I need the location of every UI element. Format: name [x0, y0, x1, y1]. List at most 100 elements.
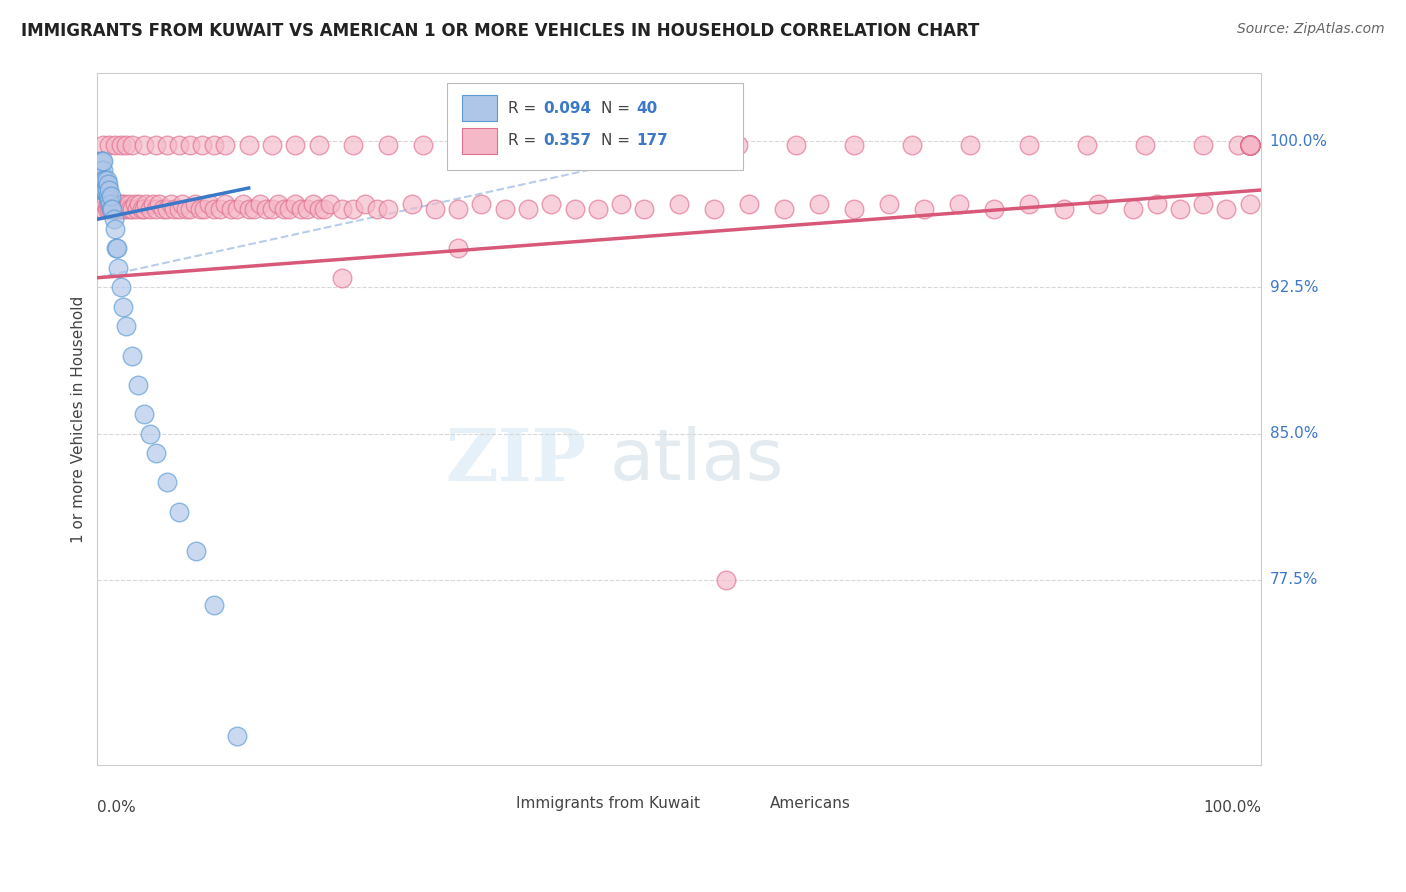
Text: atlas: atlas — [610, 426, 785, 495]
Text: 0.094: 0.094 — [543, 101, 592, 116]
Point — [101, 196, 124, 211]
Point — [238, 202, 260, 217]
Point — [1239, 138, 1261, 153]
Point — [842, 138, 865, 153]
Point — [1133, 138, 1156, 153]
FancyBboxPatch shape — [447, 83, 744, 169]
Point — [111, 202, 134, 217]
Point — [132, 138, 155, 153]
Text: Source: ZipAtlas.com: Source: ZipAtlas.com — [1237, 22, 1385, 37]
Point — [91, 183, 114, 197]
Point — [138, 426, 160, 441]
Point — [1239, 138, 1261, 153]
Point — [1052, 202, 1074, 217]
Point — [94, 196, 117, 211]
Point — [243, 202, 266, 217]
Point — [586, 202, 609, 217]
Point — [1239, 138, 1261, 153]
Point — [330, 202, 353, 217]
Point — [110, 138, 132, 153]
Point — [301, 196, 323, 211]
Point — [948, 196, 970, 211]
Text: 85.0%: 85.0% — [1270, 426, 1317, 442]
Point — [105, 242, 128, 256]
Point — [93, 173, 115, 187]
Point — [1239, 138, 1261, 153]
Point — [163, 202, 186, 217]
Point — [1239, 138, 1261, 153]
Point — [191, 138, 214, 153]
Point — [135, 196, 157, 211]
Point — [91, 153, 114, 168]
Point — [1239, 138, 1261, 153]
Point — [110, 280, 132, 294]
Point — [174, 202, 197, 217]
Point — [319, 196, 342, 211]
Point — [564, 202, 586, 217]
Point — [186, 543, 208, 558]
Point — [202, 202, 225, 217]
Point — [105, 196, 128, 211]
Point — [115, 202, 138, 217]
Text: 100.0%: 100.0% — [1204, 800, 1261, 814]
Point — [193, 202, 215, 217]
Point — [842, 202, 865, 217]
Point — [727, 138, 749, 153]
Point — [901, 138, 924, 153]
Point — [1239, 138, 1261, 153]
Point — [1239, 138, 1261, 153]
Point — [121, 138, 143, 153]
Point — [198, 196, 221, 211]
Point — [284, 196, 307, 211]
Point — [145, 446, 167, 460]
Point — [1239, 138, 1261, 153]
Point — [278, 202, 301, 217]
Point — [1239, 138, 1261, 153]
Point — [1239, 138, 1261, 153]
Point — [314, 202, 336, 217]
Point — [98, 202, 121, 217]
Point — [167, 138, 190, 153]
Point — [470, 196, 492, 211]
Point — [1239, 138, 1261, 153]
Point — [377, 202, 399, 217]
Point — [202, 599, 225, 613]
Point — [366, 202, 388, 217]
Text: 0.0%: 0.0% — [97, 800, 136, 814]
Point — [112, 196, 135, 211]
Point — [1239, 138, 1261, 153]
Point — [121, 202, 143, 217]
Point — [90, 183, 112, 197]
Point — [94, 173, 117, 187]
Point — [1239, 138, 1261, 153]
Point — [785, 138, 807, 153]
Text: 0.357: 0.357 — [543, 133, 592, 148]
Point — [214, 138, 236, 153]
Point — [179, 202, 201, 217]
Bar — [461, 95, 496, 121]
Point — [1239, 138, 1261, 153]
Point — [115, 319, 138, 334]
Point — [1239, 138, 1261, 153]
Point — [1018, 138, 1040, 153]
Point — [1239, 138, 1261, 153]
Point — [115, 138, 138, 153]
Text: N =: N = — [602, 133, 636, 148]
Point — [1227, 138, 1250, 153]
Point — [308, 202, 330, 217]
Point — [91, 163, 114, 178]
Point — [179, 138, 201, 153]
Point — [97, 189, 120, 203]
Y-axis label: 1 or more Vehicles in Household: 1 or more Vehicles in Household — [72, 295, 86, 542]
Point — [738, 196, 761, 211]
Point — [1239, 138, 1261, 153]
Point — [132, 202, 155, 217]
Point — [167, 505, 190, 519]
Point — [1239, 138, 1261, 153]
Point — [517, 202, 540, 217]
Point — [1239, 138, 1261, 153]
Point — [1239, 138, 1261, 153]
Point — [107, 202, 129, 217]
Point — [145, 202, 167, 217]
Bar — [479, 793, 508, 815]
